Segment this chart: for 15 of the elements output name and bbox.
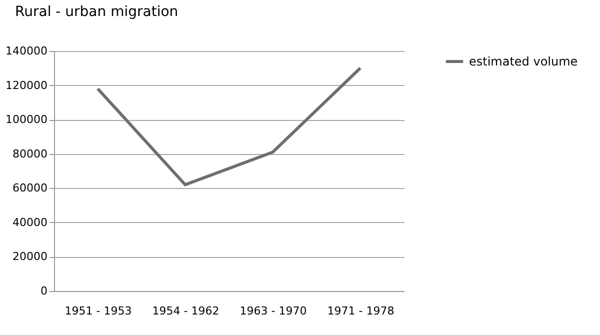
x-tick-label: 1971 - 1978 xyxy=(327,304,394,318)
x-tick-label: 1963 - 1970 xyxy=(240,304,307,318)
y-tick-label: 20000 xyxy=(12,250,48,264)
line-series xyxy=(96,66,362,186)
x-tick-label: 1951 - 1953 xyxy=(64,304,132,318)
x-tick-label: 1954 - 1962 xyxy=(152,304,220,318)
y-tick-label: 120000 xyxy=(6,78,48,92)
y-tick-label: 140000 xyxy=(6,44,48,58)
chart-title: Rural - urban migration xyxy=(15,4,178,20)
legend-label: estimated volume xyxy=(469,54,578,68)
y-tick-label: 0 xyxy=(40,284,48,298)
y-tick-label: 80000 xyxy=(12,147,48,160)
y-tick-label: 100000 xyxy=(6,113,48,126)
y-tick-label: 40000 xyxy=(12,216,48,229)
y-tick-label: 60000 xyxy=(12,182,48,195)
